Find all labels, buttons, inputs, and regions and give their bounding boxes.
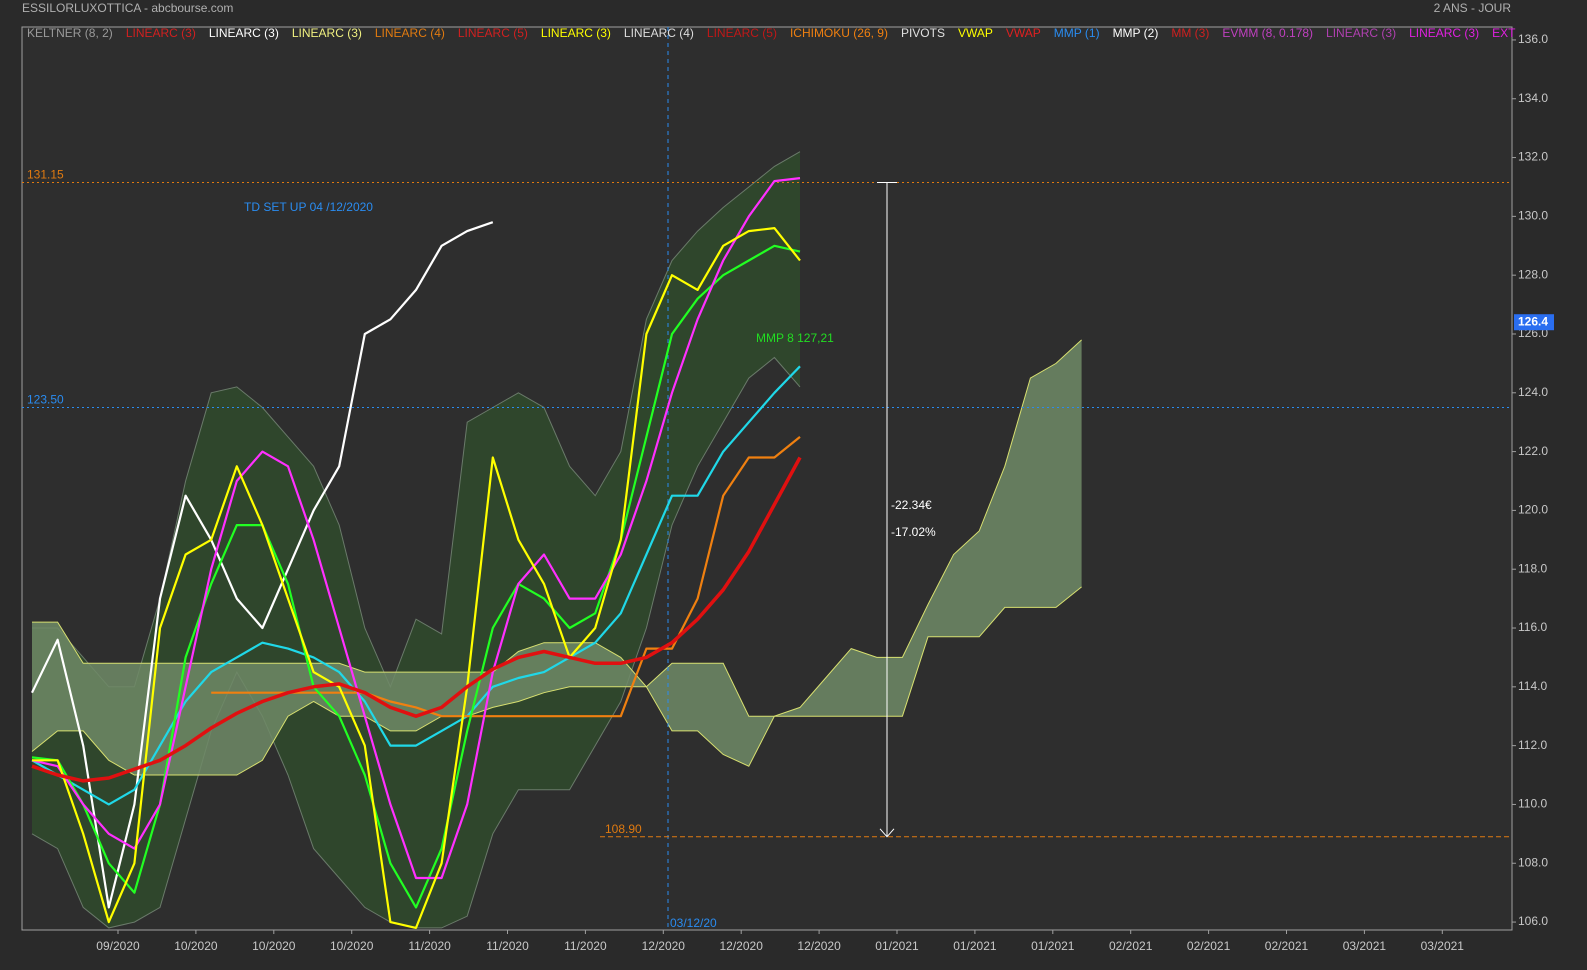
y-tick-label: 136.0 [1518,32,1548,46]
x-tick-label: 12/2020 [642,939,686,953]
x-tick-label: 02/2021 [1187,939,1231,953]
y-tick-label: 120.0 [1518,503,1548,517]
y-tick-label: 106.0 [1518,914,1548,928]
legend-item: LINEARC (3) [209,26,279,40]
legend-item: LINEARC (3) [541,26,611,40]
legend-item: PIVOTS [901,26,945,40]
series-line [211,436,801,718]
y-tick-label: 132.0 [1518,150,1548,164]
x-tick-label: 03/2021 [1421,939,1465,953]
legend-item: LINEARC (5) [458,26,528,40]
series-line [31,177,801,880]
x-tick-label: 01/2021 [1031,939,1075,953]
chart-subtitle: 2 ANS - JOUR [1434,1,1512,15]
series-line [31,456,802,783]
legend-item: LINEARC (4) [375,26,445,40]
x-tick-label: 12/2020 [797,939,841,953]
x-tick-label: 10/2020 [330,939,374,953]
x-tick-label: 02/2021 [1265,939,1309,953]
legend-item: ICHIMOKU (26, 9) [790,26,888,40]
band-fill [32,339,1082,776]
series-line [32,227,801,929]
annotation: MMP 8 127,21 [756,331,834,345]
legend-item: LINEARC (3) [1409,26,1479,40]
annotation: TD SET UP 04 /12/2020 [244,200,373,214]
x-tick-label: 01/2021 [875,939,919,953]
measure-value: -22.34€ [891,498,932,512]
y-tick-label: 124.0 [1518,385,1548,399]
x-tick-label: 03/2021 [1343,939,1387,953]
level-label: 123.50 [27,393,64,407]
y-tick-label: 128.0 [1518,267,1548,281]
legend-item: VWAP [958,26,993,40]
y-tick-label: 118.0 [1518,561,1547,575]
legend-item: KELTNER (8, 2) [27,26,113,40]
measure-arrow [879,828,895,838]
legend-item: EXT [1492,26,1516,40]
price-tag-label: 126.4 [1518,314,1548,328]
series-line [31,221,494,909]
x-tick-label: 10/2020 [174,939,218,953]
band-fill [32,151,800,928]
series-line [31,365,801,806]
level-label: 108.90 [605,822,642,836]
y-tick-label: 110.0 [1518,797,1547,811]
x-tick-label: 01/2021 [953,939,997,953]
legend-item: LINEARC (3) [126,26,196,40]
y-tick-label: 130.0 [1518,209,1548,223]
legend-item: MMP (2) [1113,26,1159,40]
x-tick-label: 11/2020 [564,939,607,953]
measure-percent: -17.02% [891,525,936,539]
y-tick-label: 134.0 [1518,91,1548,105]
y-tick-label: 108.0 [1518,855,1548,869]
x-tick-label: 11/2020 [486,939,529,953]
x-tick-label: 10/2020 [252,939,296,953]
x-tick-label: 02/2021 [1109,939,1153,953]
level-label: 131.15 [27,168,64,182]
legend-item: LINEARC (3) [1326,26,1396,40]
x-tick-label: 12/2020 [720,939,764,953]
legend-item: LINEARC (4) [624,26,694,40]
legend-item: MM (3) [1171,26,1209,40]
legend-item: LINEARC (3) [292,26,362,40]
x-tick-label: 11/2020 [408,939,451,953]
legend-item: LINEARC (5) [707,26,777,40]
y-tick-label: 122.0 [1518,444,1548,458]
chart-title: ESSILORLUXOTTICA - abcbourse.com [22,1,233,15]
band-upper [32,339,1082,767]
price-tag [1514,314,1554,331]
y-tick-label: 114.0 [1518,679,1547,693]
legend-item: EVMM (8, 0.178) [1222,26,1313,40]
y-tick-label: 116.0 [1518,620,1547,634]
x-tick-label: 09/2020 [96,939,140,953]
y-tick-label: 112.0 [1518,738,1547,752]
band-lower [31,586,1082,776]
legend-item: VWAP [1006,26,1041,40]
date-label: 03/12/20 [670,916,717,930]
legend-item: MMP (1) [1054,26,1100,40]
